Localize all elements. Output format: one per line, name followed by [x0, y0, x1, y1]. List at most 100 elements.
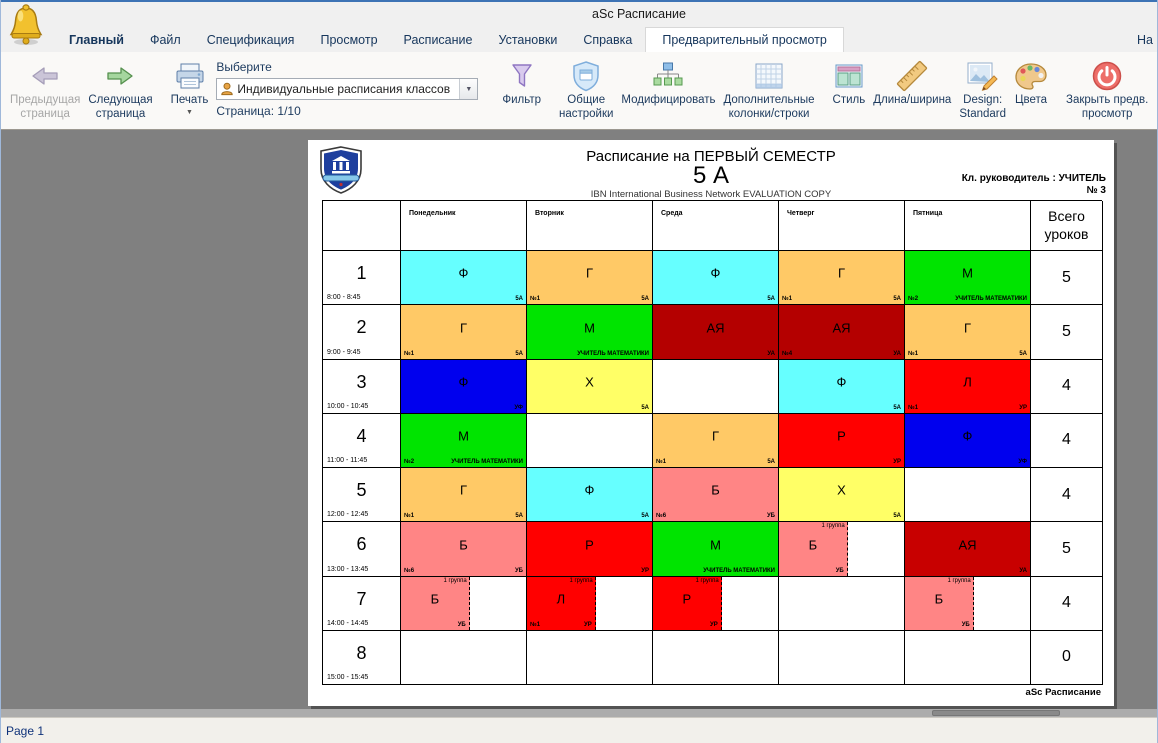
- lesson-subject: Х: [585, 374, 594, 390]
- lesson-room: №1: [404, 513, 415, 520]
- report-type-combobox[interactable]: Индивидуальные расписания классов ▼: [216, 78, 479, 100]
- menu-item-view[interactable]: Просмотр: [320, 32, 378, 47]
- school-shield-logo: [318, 146, 364, 199]
- lesson-fill: Ф УФ: [401, 359, 526, 413]
- filter-group: Фильтр: [494, 52, 549, 129]
- lesson-room: №6: [404, 567, 415, 574]
- lesson-detail: 5А: [641, 296, 649, 303]
- general-settings-label-1: Общие: [567, 94, 606, 106]
- lesson-detail: УА: [767, 350, 775, 357]
- length-width-button[interactable]: Длина/ширина: [869, 54, 955, 110]
- lesson-cell: [401, 630, 527, 685]
- lesson-subject: М: [584, 320, 595, 336]
- design-button[interactable]: Design: Standard: [955, 54, 1010, 124]
- print-dropdown-caret[interactable]: ▼: [186, 108, 193, 116]
- menubar: Главный Файл Спецификация Просмотр Распи…: [0, 27, 1158, 52]
- lesson-fill: Ф 5А: [779, 359, 904, 413]
- extra-columns-rows-button[interactable]: Дополнительные колонки/строки: [719, 54, 818, 124]
- appearance-group: Стиль Длина/ширина: [825, 52, 1056, 129]
- lesson-room: №1: [908, 404, 919, 411]
- menu-item-timetable[interactable]: Расписание: [403, 32, 473, 47]
- nav-group: Предыдущая страница Следующая страница: [2, 52, 161, 129]
- menu-item-help[interactable]: Справка: [583, 32, 633, 47]
- menu-item-glavny[interactable]: Главный: [69, 32, 124, 47]
- lesson-fill: АЯ №4 УА: [779, 305, 904, 359]
- preview-page: Расписание на ПЕРВЫЙ СЕМЕСТР 5 А IBN Int…: [308, 140, 1114, 706]
- lesson-fill: Г №1 5А: [401, 468, 526, 522]
- page-title: Расписание на ПЕРВЫЙ СЕМЕСТР: [586, 148, 836, 165]
- lesson-detail: УА: [893, 350, 901, 357]
- lesson-fill: Ф 5А: [401, 251, 526, 305]
- total-header-cell: Всего уроков: [1031, 201, 1103, 251]
- menu-item-specification[interactable]: Спецификация: [206, 32, 295, 47]
- design-label-2: Standard: [959, 107, 1007, 120]
- modify-button[interactable]: Модифицировать: [617, 54, 719, 110]
- period-time: 9:00 - 9:45: [327, 348, 361, 356]
- lesson-subject: Г: [837, 265, 846, 281]
- lesson-subject: Ф: [584, 482, 595, 498]
- lesson-fill: М №2 УЧИТЕЛЬ МАТЕМАТИКИ: [401, 413, 526, 467]
- lesson-fill: АЯ УА: [653, 305, 778, 359]
- lesson-cell: [905, 468, 1031, 523]
- lesson-subject: М: [458, 428, 469, 444]
- combobox-dropdown-button[interactable]: ▼: [459, 79, 478, 99]
- horizontal-scrollbar[interactable]: [0, 709, 1158, 717]
- lesson-subject: Г: [585, 265, 594, 281]
- general-settings-button[interactable]: Общие настройки: [555, 54, 617, 124]
- period-time: 10:00 - 10:45: [327, 402, 369, 410]
- schedule-table: Понедельник Вторник Среда Четверг Пятница Все…: [322, 200, 1103, 685]
- next-page-button[interactable]: Следующая страница: [84, 54, 156, 124]
- choose-label: Выберите: [216, 60, 272, 74]
- lesson-cell: АЯ №4 УА: [779, 305, 905, 360]
- lesson-fill: Ф 5А: [527, 468, 652, 522]
- period-time: 14:00 - 14:45: [327, 619, 369, 627]
- page-counter: Страница: 1/10: [216, 104, 301, 118]
- bell-app-icon[interactable]: [7, 3, 45, 52]
- lesson-fill: Г №1 5А: [401, 305, 526, 359]
- lesson-fill: Л №1 УР: [905, 359, 1030, 413]
- total-cell: 0: [1031, 630, 1103, 685]
- lesson-subject: Б: [430, 591, 440, 607]
- lesson-cell: Х 5А: [527, 359, 653, 414]
- lesson-detail: УР: [641, 567, 649, 574]
- modify-label: Модифицировать: [621, 94, 716, 106]
- lesson-subject: М: [962, 265, 973, 281]
- lesson-fill: М УЧИТЕЛЬ МАТЕМАТИКИ: [653, 522, 778, 576]
- lesson-room: №2: [908, 296, 919, 303]
- lesson-cell: [653, 630, 779, 685]
- lesson-cell: [779, 576, 905, 631]
- total-cell: 5: [1031, 522, 1103, 577]
- scrollbar-thumb[interactable]: [932, 710, 1060, 716]
- period-time: 13:00 - 13:45: [327, 565, 369, 573]
- lesson-cell: Б №6 УБ: [653, 468, 779, 523]
- previous-page-button[interactable]: Предыдущая страница: [6, 54, 84, 124]
- lesson-cell: Б №6 УБ: [401, 522, 527, 577]
- lesson-detail: УА: [1019, 567, 1027, 574]
- total-cell: 5: [1031, 305, 1103, 360]
- filter-button[interactable]: Фильтр: [498, 54, 545, 110]
- print-button[interactable]: Печать ▼: [167, 54, 213, 118]
- menu-item-settings[interactable]: Установки: [498, 32, 558, 47]
- lesson-cell: Г №1 5А: [527, 251, 653, 306]
- lesson-cell: Б УБ 1 группа: [905, 576, 1031, 631]
- close-preview-button[interactable]: Закрыть предв. просмотр: [1062, 54, 1152, 124]
- menu-right-truncated-label[interactable]: На: [1137, 32, 1153, 47]
- style-button[interactable]: Стиль: [829, 54, 870, 110]
- lesson-subject: Ф: [710, 265, 721, 281]
- tab-print-preview-active[interactable]: Предварительный просмотр: [645, 27, 844, 52]
- close-preview-label-2: просмотр: [1081, 107, 1133, 120]
- lesson-subject: Г: [963, 320, 972, 336]
- lesson-subject: Г: [711, 428, 720, 444]
- lesson-cell: Г №1 5А: [779, 251, 905, 306]
- total-cell: 4: [1031, 413, 1103, 468]
- lesson-group-label: 1 группа: [443, 577, 467, 584]
- close-preview-label-1: Закрыть предв.: [1066, 94, 1149, 106]
- period-time: 12:00 - 12:45: [327, 511, 369, 519]
- menu-item-file[interactable]: Файл: [149, 32, 181, 47]
- day-header-cell: Четверг: [779, 201, 905, 251]
- print-label: Печать: [170, 94, 209, 106]
- status-page-label: Page 1: [6, 723, 45, 738]
- lesson-room: №1: [656, 459, 667, 465]
- colors-button[interactable]: Цвета: [1010, 54, 1052, 110]
- lesson-detail: 5А: [1019, 350, 1027, 357]
